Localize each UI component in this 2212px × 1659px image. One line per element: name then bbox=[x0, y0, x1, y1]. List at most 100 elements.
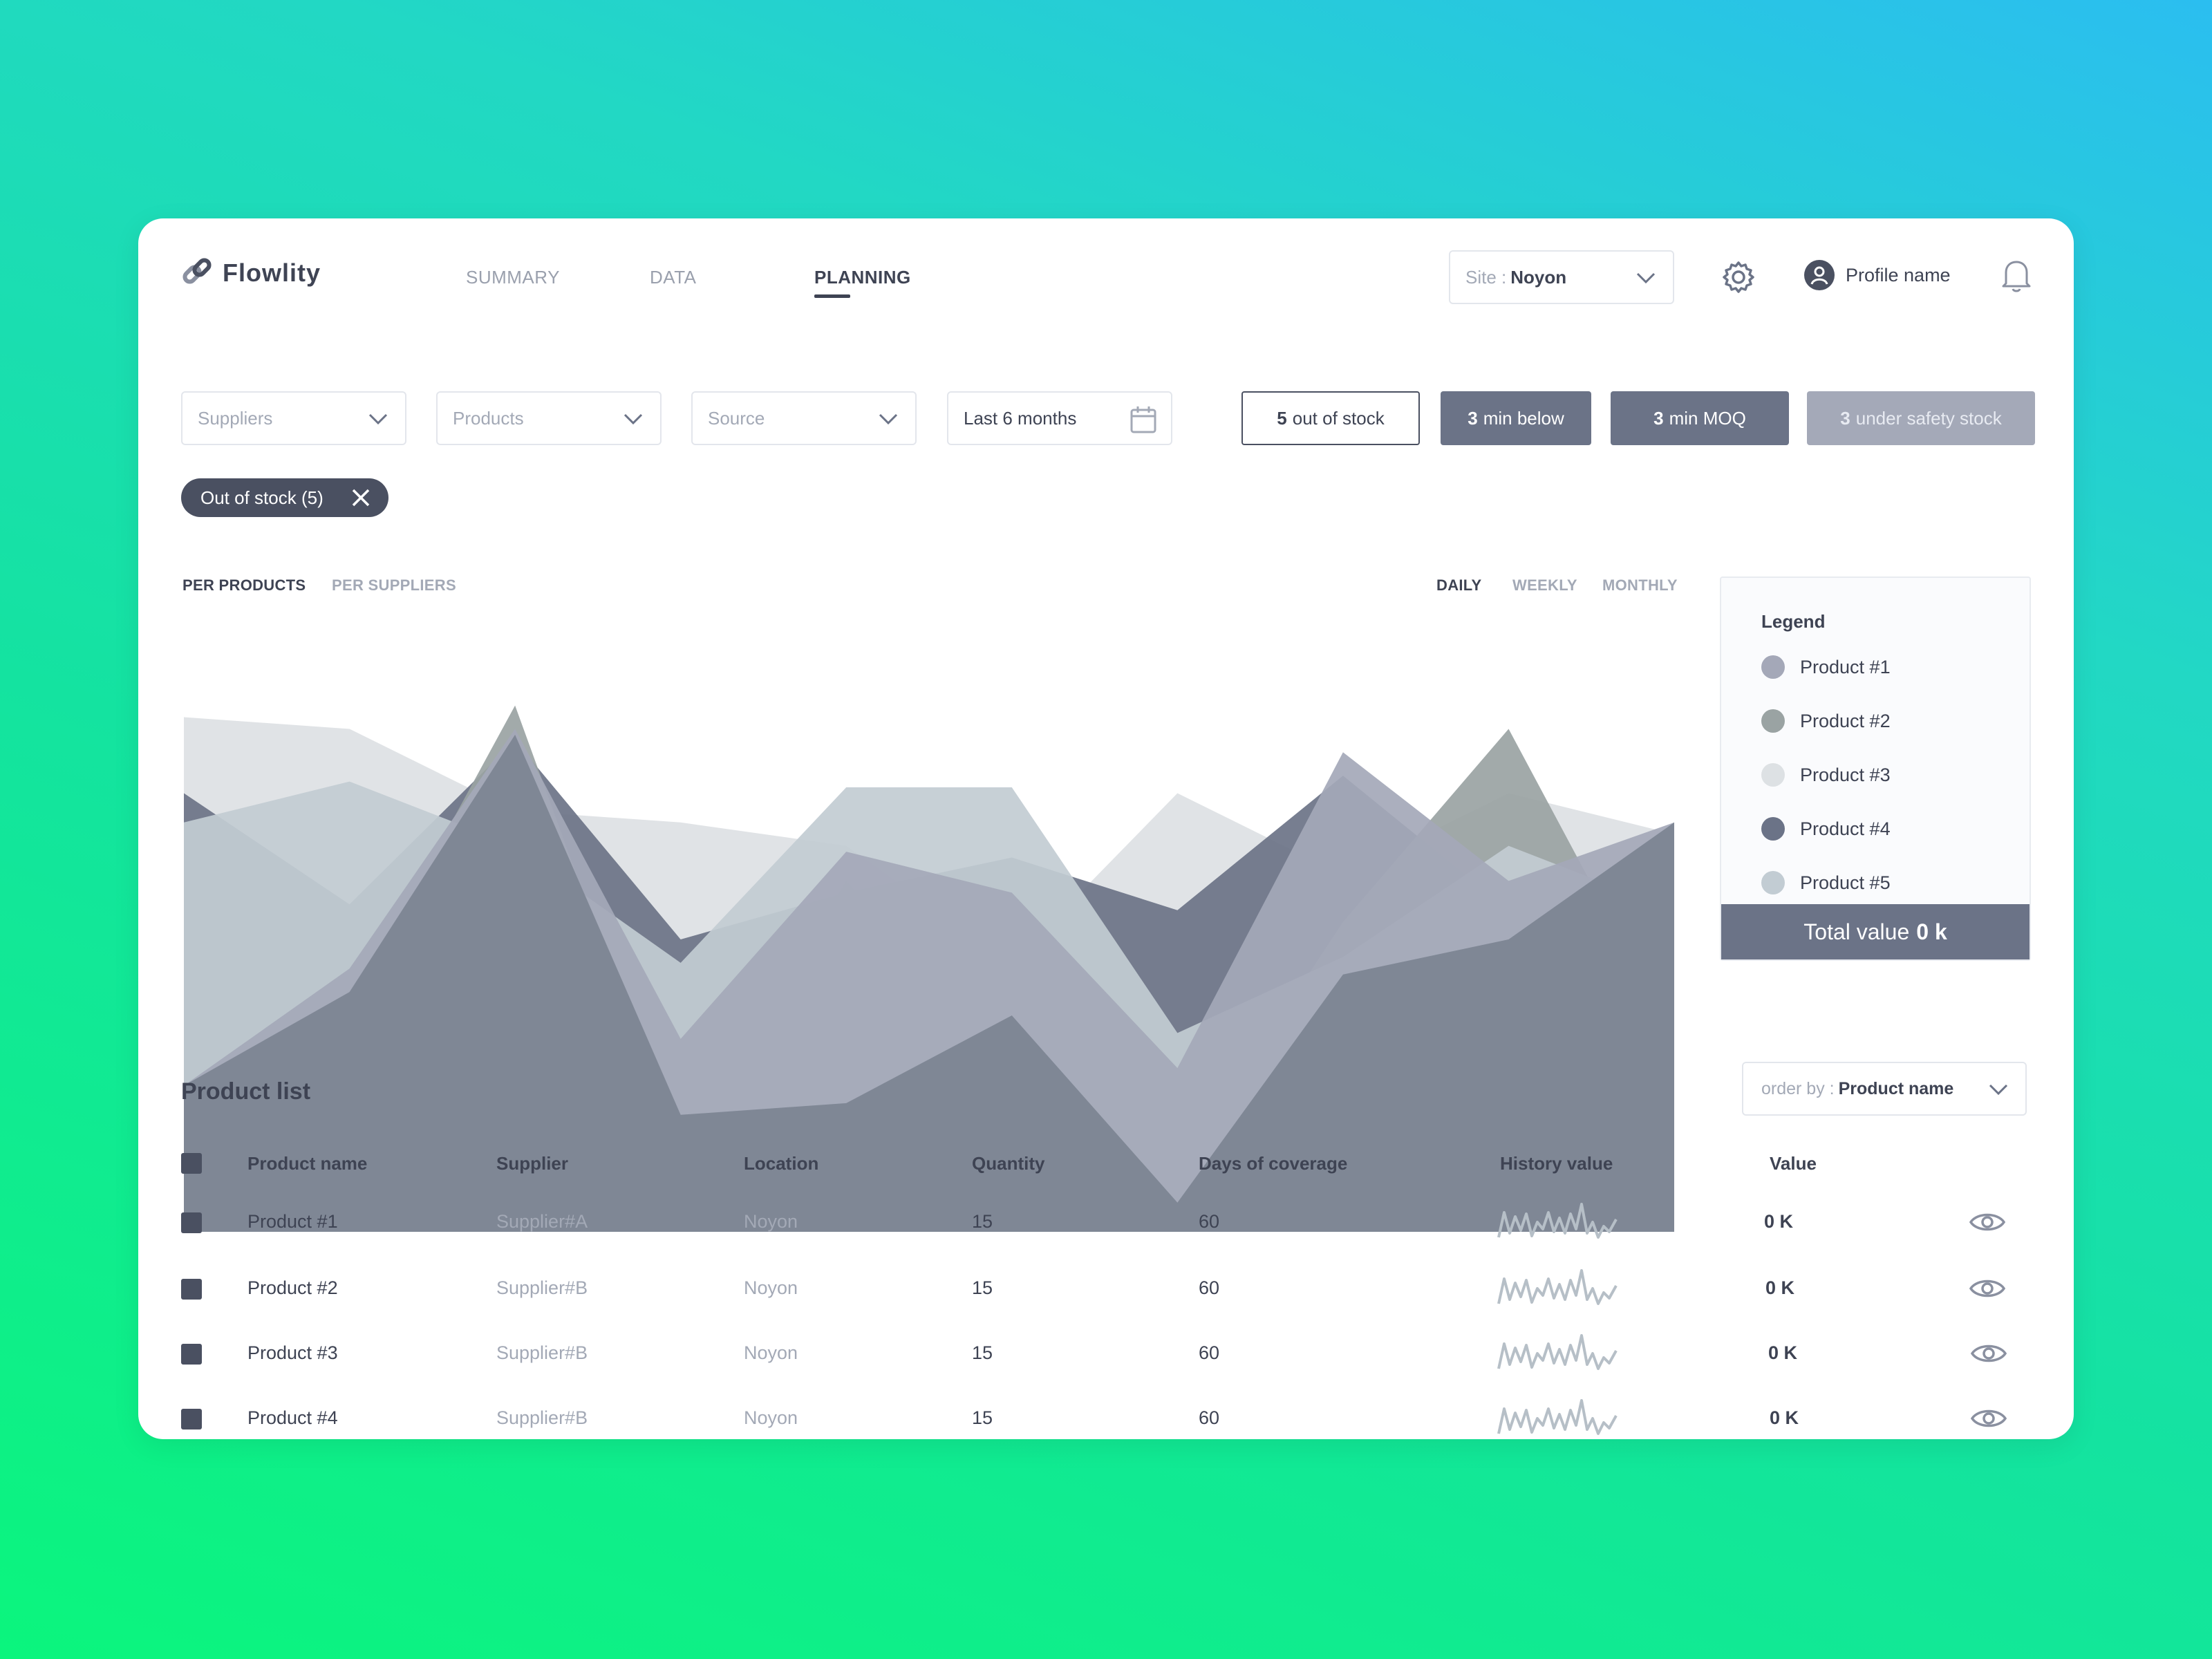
settings-button[interactable] bbox=[1721, 260, 1756, 298]
value-cell: 0 K bbox=[1765, 1277, 1795, 1298]
nav-data[interactable]: DATA bbox=[650, 267, 697, 288]
product-name-cell: Product #4 bbox=[247, 1407, 338, 1428]
eye-icon[interactable] bbox=[1969, 1208, 2006, 1236]
products-dropdown[interactable]: Products bbox=[436, 391, 662, 445]
row-checkbox[interactable] bbox=[181, 1212, 202, 1233]
legend-label: Product #1 bbox=[1800, 656, 1891, 677]
legend-swatch bbox=[1761, 655, 1785, 679]
location-cell: Noyon bbox=[744, 1277, 798, 1298]
supplier-cell: Supplier#B bbox=[496, 1277, 588, 1298]
order-value: Product name bbox=[1838, 1078, 1954, 1098]
app-logo[interactable]: Flowlity bbox=[180, 254, 321, 292]
location-cell: Noyon bbox=[744, 1407, 798, 1428]
legend-swatch bbox=[1761, 709, 1785, 733]
chip-label: Out of stock (5) bbox=[200, 487, 324, 508]
calendar-icon bbox=[1130, 406, 1156, 433]
table-row[interactable]: Product #1 Supplier#A Noyon 15 60 0 K bbox=[138, 1193, 2074, 1255]
chevron-down-icon bbox=[624, 413, 643, 425]
column-header[interactable]: Quantity bbox=[972, 1153, 1045, 1174]
out-of-stock-button[interactable]: 5 out of stock bbox=[1241, 391, 1420, 445]
nav-summary[interactable]: SUMMARY bbox=[466, 267, 560, 288]
stat-count: 3 bbox=[1653, 407, 1664, 429]
area-series-6 bbox=[184, 734, 1674, 1232]
column-header[interactable]: Value bbox=[1770, 1153, 1817, 1174]
chevron-down-icon bbox=[368, 413, 388, 425]
order-by-select[interactable]: order by : Product name bbox=[1742, 1062, 2027, 1116]
eye-icon[interactable] bbox=[1970, 1405, 2007, 1432]
date-range-picker[interactable]: Last 6 months bbox=[947, 391, 1172, 445]
bell-icon bbox=[2002, 261, 2031, 292]
history-sparkline bbox=[1497, 1203, 1618, 1239]
area-chart bbox=[184, 705, 1674, 1232]
row-checkbox[interactable] bbox=[181, 1344, 202, 1365]
products-placeholder: Products bbox=[453, 407, 524, 429]
eye-icon[interactable] bbox=[1970, 1340, 2007, 1367]
min-moq-button[interactable]: 3 min MOQ bbox=[1611, 391, 1789, 445]
under-safety-stock-button[interactable]: 3 under safety stock bbox=[1807, 391, 2035, 445]
quantity-cell: 15 bbox=[972, 1211, 993, 1232]
suppliers-dropdown[interactable]: Suppliers bbox=[181, 391, 406, 445]
total-label: Total value bbox=[1803, 919, 1910, 944]
eye-icon[interactable] bbox=[1969, 1275, 2006, 1302]
value-cell: 0 K bbox=[1768, 1342, 1798, 1363]
row-checkbox[interactable] bbox=[181, 1409, 202, 1430]
notifications-button[interactable] bbox=[2000, 257, 2032, 297]
product-name-cell: Product #2 bbox=[247, 1277, 338, 1298]
stat-label: min below bbox=[1483, 407, 1564, 429]
site-value: Noyon bbox=[1510, 266, 1567, 288]
table-row[interactable]: Product #4 Supplier#B Noyon 15 60 0 K bbox=[138, 1389, 2074, 1439]
column-header[interactable]: Supplier bbox=[496, 1153, 569, 1174]
avatar bbox=[1804, 260, 1835, 290]
column-header[interactable]: Product name bbox=[247, 1153, 368, 1174]
coverage-cell: 60 bbox=[1199, 1407, 1220, 1428]
legend-swatch bbox=[1761, 763, 1785, 787]
nav-planning[interactable]: PLANNING bbox=[814, 267, 911, 298]
legend-label: Product #5 bbox=[1800, 872, 1891, 893]
select-all-checkbox[interactable] bbox=[181, 1153, 202, 1174]
tab-daily[interactable]: DAILY bbox=[1436, 577, 1482, 594]
supplier-cell: Supplier#A bbox=[496, 1211, 588, 1232]
user-icon bbox=[1810, 266, 1828, 285]
value-cell: 0 K bbox=[1764, 1211, 1794, 1232]
coverage-cell: 60 bbox=[1199, 1342, 1220, 1363]
source-dropdown[interactable]: Source bbox=[691, 391, 917, 445]
table-row[interactable]: Product #2 Supplier#B Noyon 15 60 0 K bbox=[138, 1259, 2074, 1322]
chevron-down-icon bbox=[1989, 1084, 2008, 1096]
close-icon[interactable] bbox=[351, 488, 371, 507]
planning-card: Flowlity SUMMARY DATA PLANNING Site : No… bbox=[138, 218, 2074, 1439]
history-sparkline bbox=[1497, 1269, 1618, 1305]
legend-item: Product #2 bbox=[1761, 709, 1891, 733]
site-prefix: Site : bbox=[1465, 266, 1507, 288]
quantity-cell: 15 bbox=[972, 1277, 993, 1298]
min-below-button[interactable]: 3 min below bbox=[1441, 391, 1591, 445]
stat-count: 3 bbox=[1468, 407, 1478, 429]
quantity-cell: 15 bbox=[972, 1342, 993, 1363]
column-header[interactable]: Location bbox=[744, 1153, 819, 1174]
stat-label: min MOQ bbox=[1669, 407, 1746, 429]
legend-label: Product #2 bbox=[1800, 710, 1891, 731]
site-select[interactable]: Site : Noyon bbox=[1449, 250, 1674, 304]
stat-count: 5 bbox=[1277, 407, 1287, 429]
tab-monthly[interactable]: MONTHLY bbox=[1602, 577, 1678, 594]
suppliers-placeholder: Suppliers bbox=[198, 407, 273, 429]
supplier-cell: Supplier#B bbox=[496, 1342, 588, 1363]
value-cell: 0 K bbox=[1770, 1407, 1799, 1428]
table-row[interactable]: Product #3 Supplier#B Noyon 15 60 0 K bbox=[138, 1324, 2074, 1387]
location-cell: Noyon bbox=[744, 1211, 798, 1232]
chart-legend: Legend Product #1 Product #2 Product #3 … bbox=[1720, 577, 2031, 961]
legend-title: Legend bbox=[1761, 611, 1826, 632]
product-name-cell: Product #3 bbox=[247, 1342, 338, 1363]
profile-menu[interactable]: Profile name bbox=[1804, 260, 1951, 290]
history-sparkline bbox=[1497, 1399, 1618, 1435]
gear-icon bbox=[1723, 261, 1754, 293]
tab-weekly[interactable]: WEEKLY bbox=[1512, 577, 1577, 594]
tab-per-products[interactable]: PER PRODUCTS bbox=[182, 577, 306, 594]
column-header[interactable]: Days of coverage bbox=[1199, 1153, 1348, 1174]
total-value-bar: Total value 0 k bbox=[1721, 904, 2030, 959]
row-checkbox[interactable] bbox=[181, 1279, 202, 1300]
column-header[interactable]: History value bbox=[1500, 1153, 1613, 1174]
legend-label: Product #3 bbox=[1800, 764, 1891, 785]
legend-item: Product #3 bbox=[1761, 763, 1891, 787]
tab-per-suppliers[interactable]: PER SUPPLIERS bbox=[332, 577, 456, 594]
total-value: 0 k bbox=[1916, 919, 1947, 944]
